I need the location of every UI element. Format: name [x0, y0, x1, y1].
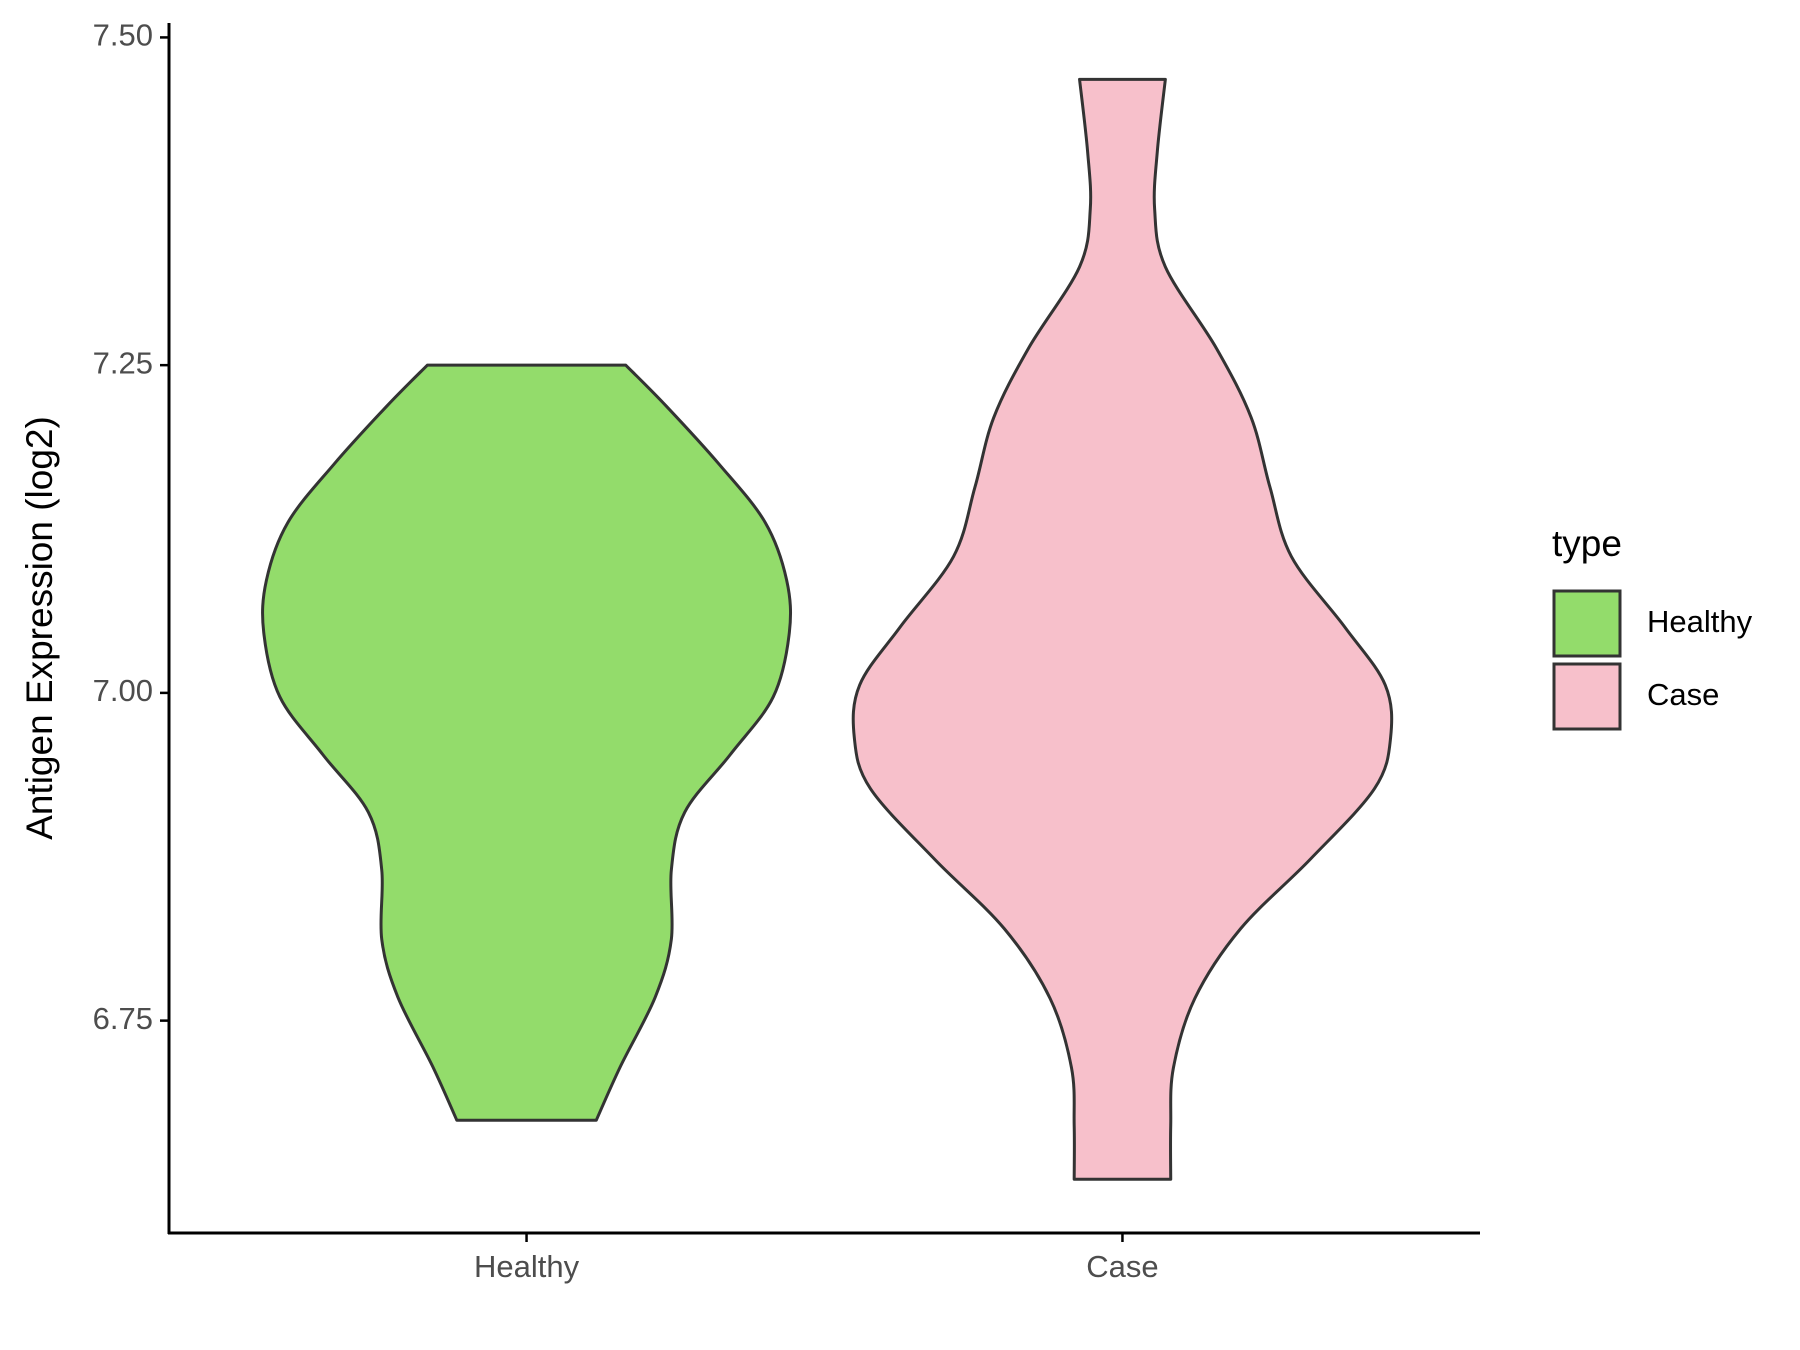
legend-label: Healthy: [1647, 604, 1753, 639]
x-tick-label: Case: [1086, 1249, 1158, 1284]
y-axis-title: Antigen Expression (log2): [19, 416, 60, 840]
legend-title: type: [1552, 523, 1622, 564]
y-tick-label: 7.25: [93, 345, 153, 380]
x-tick-label: Healthy: [474, 1249, 580, 1284]
y-tick-label: 7.50: [93, 18, 153, 53]
legend-key: [1552, 662, 1622, 731]
legend-key: [1552, 589, 1622, 658]
legend-label: Case: [1647, 677, 1719, 712]
violin: [261, 363, 793, 1122]
y-tick-label: 7.00: [93, 673, 153, 708]
violin: [851, 77, 1394, 1181]
y-tick-label: 6.75: [93, 1001, 153, 1036]
